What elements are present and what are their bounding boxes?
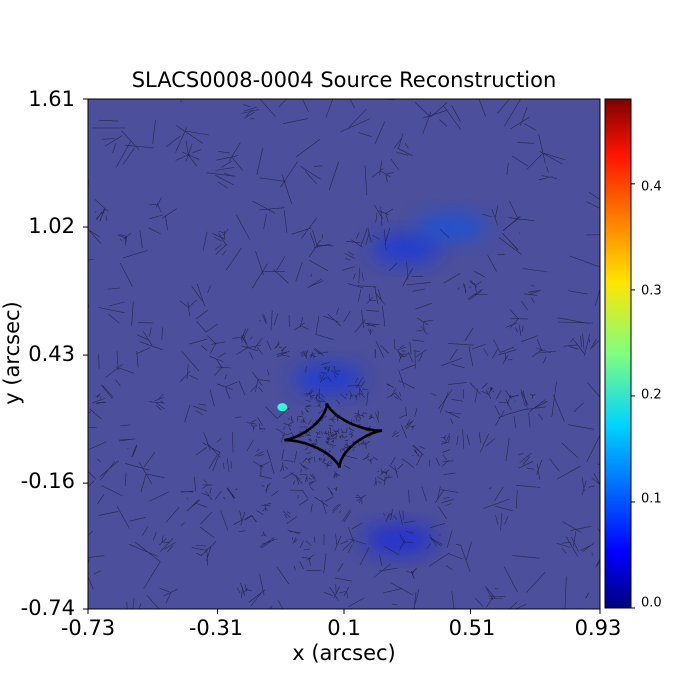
y-tick-label: -0.74 — [20, 596, 75, 620]
y-tick-label: 0.43 — [28, 342, 75, 366]
mesh-edges — [88, 99, 600, 609]
y-tick-label: -0.16 — [20, 469, 75, 493]
source-feature — [277, 403, 288, 412]
voronoi-mesh — [88, 99, 600, 609]
source-features — [277, 213, 486, 554]
x-tick-label: 0.93 — [574, 616, 622, 640]
colorbar-tick-label: 0.1 — [641, 491, 662, 507]
plot-background — [88, 99, 600, 609]
x-tick-label: -0.73 — [60, 616, 116, 640]
axis-ticks — [83, 98, 601, 614]
y-tick-label: 1.61 — [28, 87, 75, 111]
source-feature — [294, 364, 363, 393]
chart-title: SLACS0008-0004 Source Reconstruction — [131, 68, 557, 92]
colorbar — [604, 98, 632, 609]
source-feature — [371, 234, 440, 263]
colorbar-tick-label: 0.2 — [641, 387, 662, 403]
colorbar-tick-label: 0.0 — [641, 595, 662, 611]
source-feature — [365, 525, 434, 554]
x-tick-label: 0.1 — [327, 616, 361, 640]
x-tick-label: -0.31 — [188, 616, 244, 640]
x-axis-label: x (arcsec) — [292, 641, 396, 665]
y-axis-label: y (arcsec) — [0, 301, 24, 405]
colorbar-tick-label: 0.4 — [641, 179, 662, 195]
source-feature — [417, 213, 486, 242]
colorbar-tick-label: 0.3 — [641, 283, 662, 299]
y-tick-label: 1.02 — [28, 214, 75, 238]
colorbar-ticks — [631, 183, 635, 609]
caustic-curve — [284, 402, 383, 469]
x-tick-label: 0.51 — [448, 616, 496, 640]
